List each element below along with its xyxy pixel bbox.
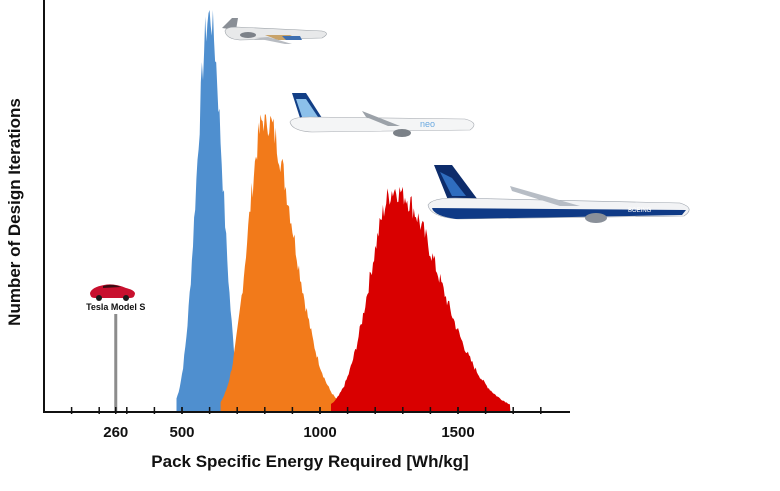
narrowbody-airliner-icon: neo [289, 93, 475, 137]
annotation-label: Tesla Model S [86, 302, 145, 312]
svg-text:neo: neo [420, 119, 435, 129]
histogram-area [331, 186, 511, 412]
x-tick-label: 1500 [441, 424, 474, 441]
histogram-area [220, 114, 340, 412]
histogram-series [176, 10, 243, 412]
car-icon [90, 284, 135, 301]
y-axis-title: Number of Design Iterations [5, 98, 24, 326]
widebody-airliner-icon: BOEING [427, 165, 690, 223]
svg-text:BOEING: BOEING [628, 208, 652, 214]
histogram-series [220, 114, 340, 412]
x-axis-title: Pack Specific Energy Required [Wh/kg] [151, 452, 468, 471]
x-tick-label: 260 [103, 424, 128, 441]
histogram-area [176, 10, 243, 412]
x-tick-label: 1000 [303, 424, 336, 441]
regional-jet-icon [222, 18, 327, 44]
x-tick-label: 500 [169, 424, 194, 441]
histogram-series [331, 186, 511, 412]
